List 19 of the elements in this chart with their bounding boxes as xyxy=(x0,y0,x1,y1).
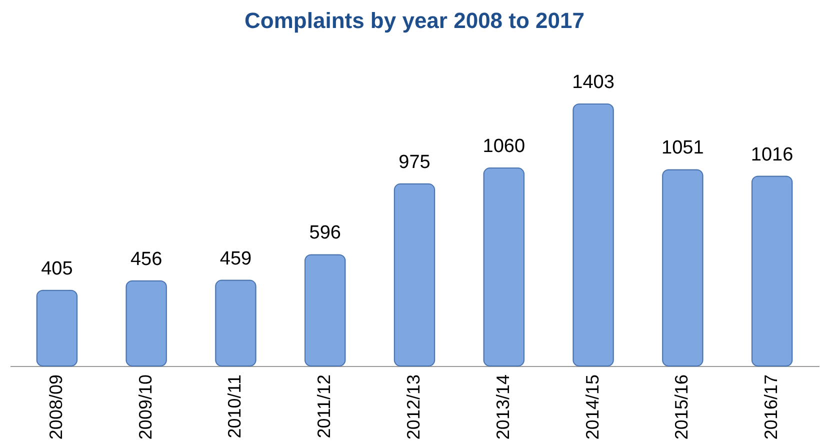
x-tick-label: 2010/11 xyxy=(224,374,245,438)
x-tick-label: 2009/10 xyxy=(135,374,156,440)
x-tick-label: 2013/14 xyxy=(492,374,513,440)
data-label: 1060 xyxy=(482,136,526,158)
data-label: 456 xyxy=(130,248,162,270)
data-label: 975 xyxy=(398,152,430,173)
x-tick-label: 2014/15 xyxy=(582,374,602,440)
data-label: 1403 xyxy=(572,72,614,93)
x-tick-label: 2011/12 xyxy=(314,374,334,438)
x-tick-label: 2016/17 xyxy=(761,374,782,440)
x-tick-label: 2008/09 xyxy=(46,374,66,440)
chart-title: Complaints by year 2008 to 2017 xyxy=(244,8,584,33)
x-tick-label: 2015/16 xyxy=(672,374,692,440)
data-label: 596 xyxy=(309,222,341,244)
data-label: 1016 xyxy=(750,144,794,166)
data-label: 1051 xyxy=(662,138,704,159)
data-label: 405 xyxy=(41,258,73,280)
x-tick-label: 2012/13 xyxy=(404,374,424,440)
data-label: 459 xyxy=(220,248,252,270)
